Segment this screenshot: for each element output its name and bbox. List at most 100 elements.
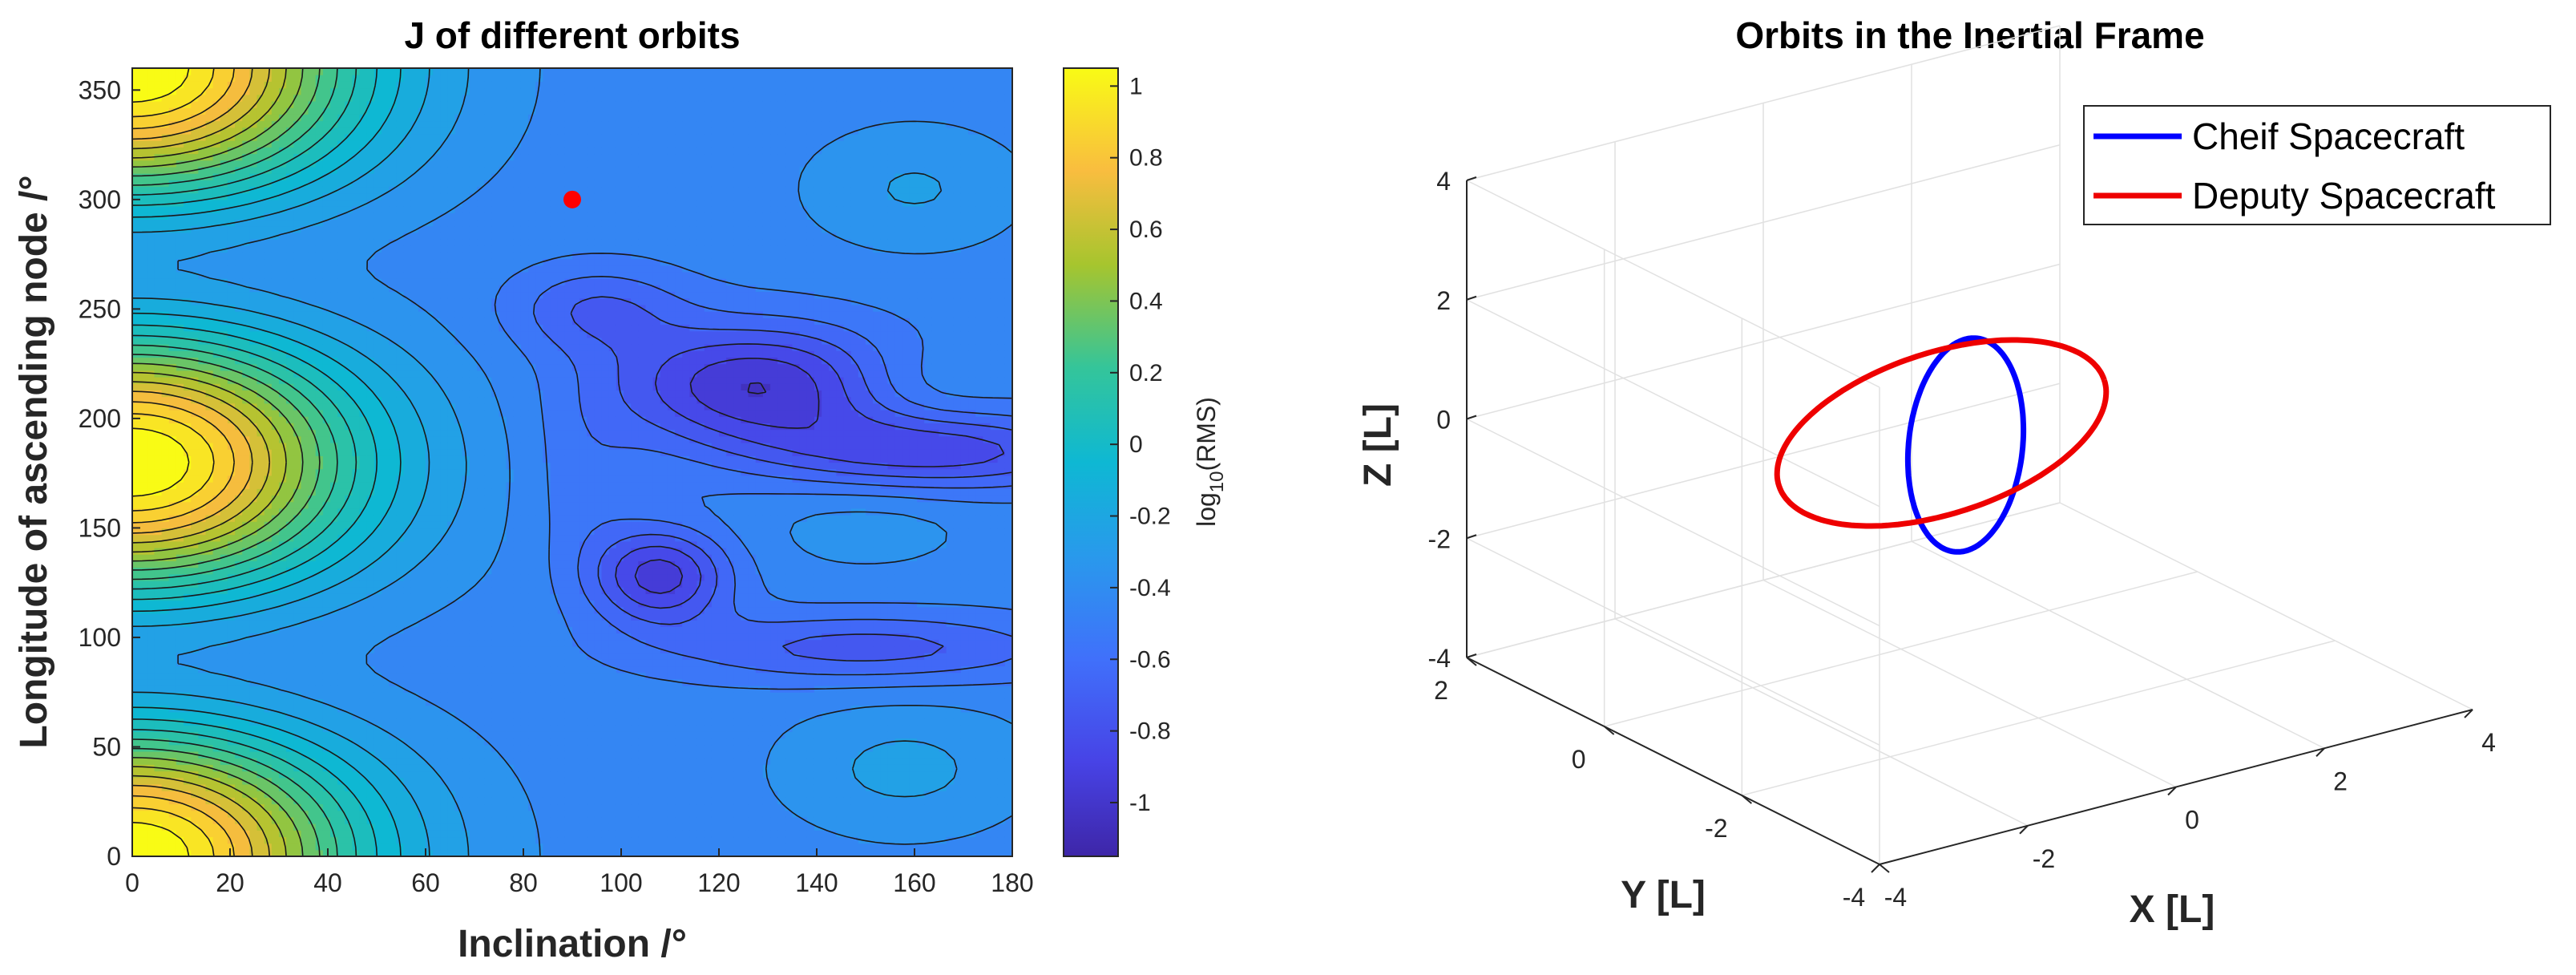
contour-cell [433, 455, 441, 463]
contour-cell [286, 593, 294, 601]
contour-cell [337, 357, 345, 365]
contour-cell [322, 764, 331, 772]
contour-cell [184, 94, 192, 102]
contour-cell [139, 238, 147, 246]
contour-cell [337, 429, 345, 437]
contour-cell [308, 153, 317, 161]
contour-cell [418, 653, 426, 660]
contour-cell [161, 771, 170, 779]
contour-cell [308, 166, 317, 174]
contour-cell [242, 462, 250, 470]
contour-cell [337, 337, 345, 345]
contour-cell [264, 678, 273, 686]
contour-cell [132, 606, 140, 614]
contour-cell [389, 81, 397, 89]
contour-cell [308, 750, 317, 759]
contour-cell [293, 698, 302, 706]
contour-cell [373, 311, 382, 318]
contour-cell [256, 528, 265, 536]
contour-cell [301, 81, 309, 89]
contour-cell [212, 816, 221, 824]
contour-cell [410, 666, 419, 674]
contour-cell [373, 540, 382, 548]
contour-cell [337, 442, 345, 450]
contour-cell [359, 409, 368, 417]
contour-cell [373, 133, 382, 141]
contour-cell [366, 468, 375, 476]
contour-cell [154, 521, 163, 529]
contour-cell [373, 797, 382, 805]
contour-cell [176, 291, 184, 299]
contour-cell [205, 488, 214, 496]
contour-cell [337, 396, 345, 404]
contour-cell [373, 396, 382, 404]
contour-cell [176, 297, 184, 305]
contour-cell [271, 744, 280, 752]
contour-cell [256, 87, 265, 95]
contour-cell [256, 180, 265, 188]
contour-cell [264, 613, 273, 621]
contour-cell [352, 330, 361, 338]
contour-cell [293, 488, 302, 496]
contour-cell [191, 567, 199, 575]
contour-cell [382, 120, 390, 128]
contour-cell [279, 199, 287, 207]
contour-cell [382, 396, 390, 404]
contour-cell [176, 94, 184, 102]
contour-cell [322, 107, 331, 115]
contour-cell [132, 750, 140, 759]
contour-cell [198, 626, 207, 634]
contour-cell [373, 653, 382, 660]
contour-cell [198, 678, 207, 686]
contour-cell [403, 534, 412, 542]
contour-cell [191, 330, 199, 338]
contour-cell [249, 783, 258, 791]
contour-cell [220, 278, 228, 285]
contour-cell [293, 160, 302, 168]
contour-cell [235, 147, 243, 155]
contour-cell [403, 468, 412, 476]
contour-cell [389, 468, 397, 476]
contour-cell [264, 100, 273, 108]
contour-cell [191, 718, 199, 726]
contour-cell [308, 758, 317, 765]
contour-cell [205, 423, 214, 431]
contour-cell [168, 560, 177, 568]
contour-cell [256, 186, 265, 194]
contour-cell [330, 206, 338, 213]
contour-cell [337, 672, 345, 680]
contour-cell [279, 718, 287, 726]
contour-cell [242, 613, 250, 621]
contour-cell [345, 686, 353, 693]
contour-cell [426, 580, 434, 588]
contour-cell [139, 107, 147, 115]
contour-cell [345, 666, 353, 674]
contour-cell [337, 186, 345, 194]
contour-cell [256, 324, 265, 332]
contour-cell [352, 318, 361, 326]
contour-cell [410, 698, 419, 706]
contour-cell [168, 186, 177, 194]
contour-cell [249, 547, 258, 555]
contour-cell [242, 678, 250, 686]
contour-cell [410, 580, 419, 588]
contour-cell [271, 692, 280, 699]
contour-cell [352, 127, 361, 135]
contour-cell [161, 357, 170, 365]
contour-cell [352, 304, 361, 312]
contour-cell [132, 416, 140, 423]
contour-cell [322, 265, 331, 273]
contour-cell [373, 560, 382, 568]
contour-cell [373, 324, 382, 332]
contour-cell [403, 528, 412, 536]
contour-cell [426, 620, 434, 627]
contour-cell [293, 580, 302, 588]
contour-cell [227, 462, 236, 470]
contour-cell [352, 705, 361, 713]
contour-cell [301, 462, 309, 470]
contour-cell [330, 783, 338, 791]
contour-cell [227, 278, 236, 285]
contour-cell [271, 600, 280, 608]
contour-cell [220, 797, 228, 805]
contour-cell [154, 718, 163, 726]
